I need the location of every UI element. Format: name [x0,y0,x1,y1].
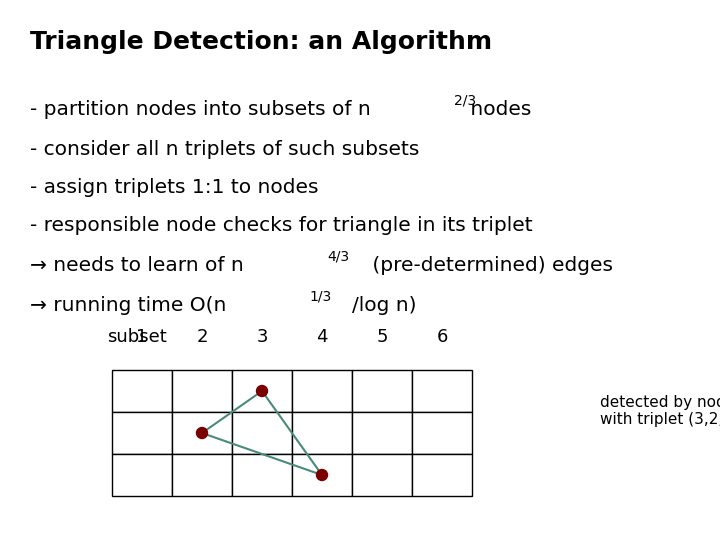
Bar [112,454,172,496]
Text: - assign triplets 1:1 to nodes: - assign triplets 1:1 to nodes [30,178,318,197]
Text: nodes: nodes [464,100,531,119]
Bar [292,454,352,496]
Bar [412,370,472,412]
Bar [352,412,412,454]
Text: 2/3: 2/3 [454,94,476,108]
Bar [172,370,232,412]
Bar [412,412,472,454]
Text: subset: subset [107,328,167,346]
Text: 2: 2 [197,328,208,346]
Bar [352,370,412,412]
Bar [112,412,172,454]
Bar [352,454,412,496]
Bar [292,412,352,454]
Text: 5: 5 [377,328,388,346]
Text: /log n): /log n) [352,296,417,315]
Text: (pre-determined) edges: (pre-determined) edges [366,256,613,275]
Bar [232,454,292,496]
Circle shape [197,428,207,438]
Text: detected by node
with triplet (3,2,4): detected by node with triplet (3,2,4) [600,395,720,427]
Text: 6: 6 [436,328,448,346]
Bar [232,370,292,412]
Bar [232,412,292,454]
Text: 4/3: 4/3 [327,250,349,264]
Text: 1: 1 [136,328,148,346]
Text: 1/3: 1/3 [310,290,332,304]
Circle shape [256,386,268,396]
Bar [172,412,232,454]
Text: → needs to learn of n: → needs to learn of n [30,256,244,275]
Bar [112,370,172,412]
Bar [292,370,352,412]
Text: 3: 3 [256,328,268,346]
Bar [172,454,232,496]
Circle shape [317,469,328,481]
Text: - partition nodes into subsets of n: - partition nodes into subsets of n [30,100,371,119]
Text: → running time O(n: → running time O(n [30,296,226,315]
Text: - consider all n triplets of such subsets: - consider all n triplets of such subset… [30,140,419,159]
Bar [412,454,472,496]
Text: Triangle Detection: an Algorithm: Triangle Detection: an Algorithm [30,30,492,54]
Text: 4: 4 [316,328,328,346]
Text: - responsible node checks for triangle in its triplet: - responsible node checks for triangle i… [30,216,533,235]
